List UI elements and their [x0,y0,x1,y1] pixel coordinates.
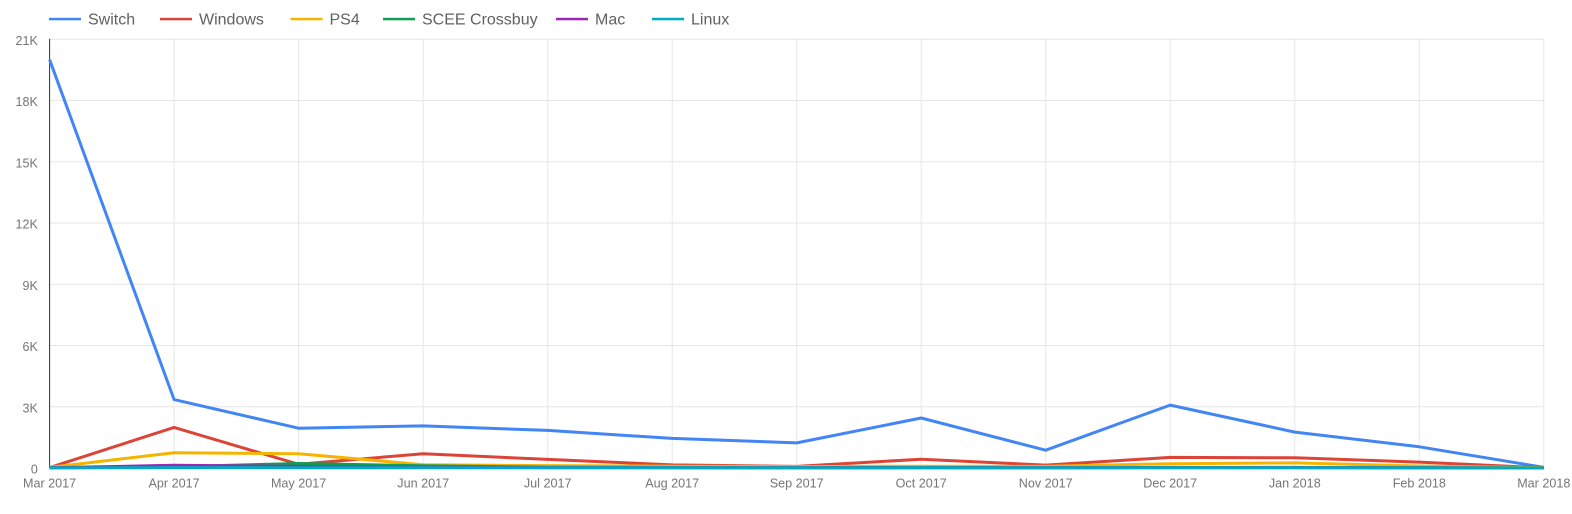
svg-text:Oct 2017: Oct 2017 [896,477,947,491]
svg-text:Linux: Linux [691,12,729,29]
svg-text:Jun 2017: Jun 2017 [397,477,449,491]
svg-text:6K: 6K [23,340,39,354]
svg-text:Apr 2017: Apr 2017 [149,477,200,491]
svg-text:Nov 2017: Nov 2017 [1019,477,1073,491]
svg-text:Aug 2017: Aug 2017 [645,477,699,491]
svg-text:Switch: Switch [88,12,135,29]
svg-text:Dec 2017: Dec 2017 [1143,477,1197,491]
svg-text:Mac: Mac [595,12,625,29]
svg-text:PS4: PS4 [330,12,360,29]
svg-text:15K: 15K [16,156,39,170]
svg-text:Mar 2017: Mar 2017 [23,477,76,491]
svg-text:3K: 3K [23,401,39,415]
svg-text:Sep 2017: Sep 2017 [770,477,824,491]
svg-text:Feb 2018: Feb 2018 [1393,477,1446,491]
svg-text:Jan 2018: Jan 2018 [1269,477,1321,491]
svg-text:Windows: Windows [199,12,264,29]
svg-text:12K: 12K [16,218,39,232]
svg-text:Jul 2017: Jul 2017 [524,477,572,491]
svg-text:May 2017: May 2017 [271,477,326,491]
svg-text:Mar 2018: Mar 2018 [1517,477,1570,491]
svg-text:21K: 21K [16,34,39,48]
svg-text:9K: 9K [23,279,39,293]
svg-text:0: 0 [31,463,38,477]
svg-text:18K: 18K [16,95,39,109]
svg-text:SCEE Crossbuy: SCEE Crossbuy [422,12,538,29]
